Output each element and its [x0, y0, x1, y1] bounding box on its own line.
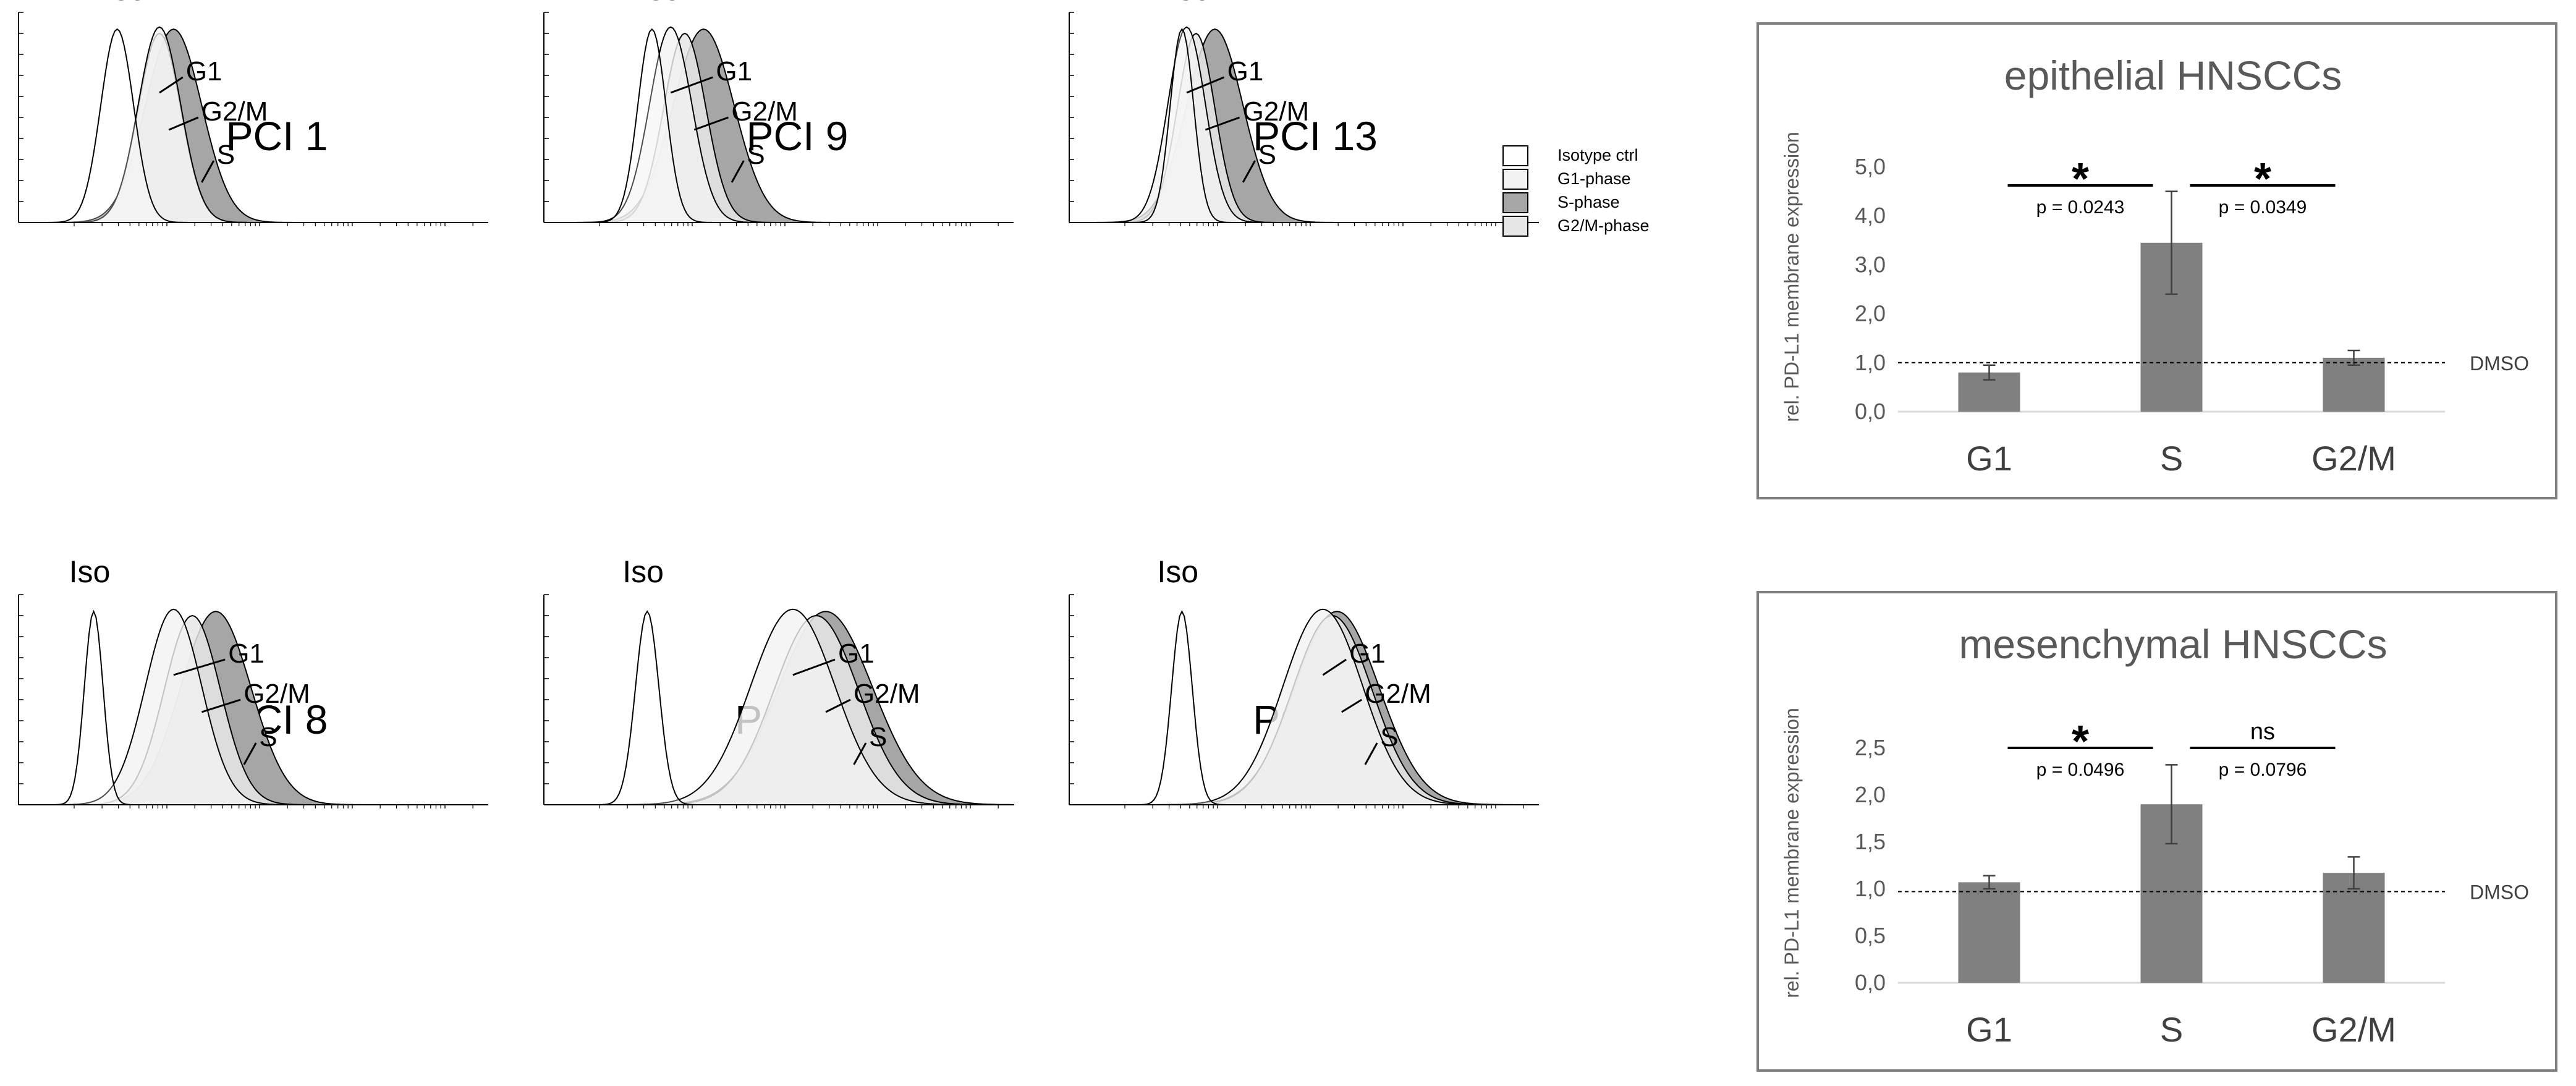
histogram-phase-label: G1: [1349, 638, 1386, 669]
p-value: p = 0.0349: [2219, 197, 2307, 218]
histogram-phase-label: G2/M: [244, 679, 310, 709]
isotype-histogram: [544, 28, 1014, 223]
callout-line: [173, 658, 226, 676]
g1-phase-histogram: [544, 608, 1014, 805]
y-tick-label: 0,5: [1855, 923, 1886, 948]
histogram-phase-label: G1: [716, 56, 752, 87]
callout-line: [731, 160, 745, 183]
g1-phase-histogram: [1069, 608, 1539, 805]
significance-mark: *: [2254, 155, 2271, 204]
callout-line: [201, 160, 215, 183]
iso-label: Iso: [1169, 0, 1211, 7]
callout-line: [792, 658, 836, 676]
y-tick-label: 2,0: [1855, 301, 1886, 326]
histogram-panel: PCI 13 Iso G1 G2/M S: [1069, 0, 1539, 226]
histogram-title: PCI 1: [226, 113, 328, 159]
chart-title: epithelial HNSCCs: [2004, 53, 2342, 98]
p-value: p = 0.0496: [2036, 760, 2125, 780]
isotype-histogram: [1069, 28, 1539, 223]
callout-line: [168, 116, 199, 131]
isotype-histogram: [19, 28, 488, 223]
iso-label: Iso: [69, 554, 111, 589]
histogram-panel: PCI 15IsoG1G2/MS: [543, 554, 1014, 808]
dmso-label: DMSO: [2470, 881, 2529, 904]
callout-line: [201, 698, 241, 713]
bar-panel-mesenchymal: mesenchymal HNSCCs rel. PD-L1 membrane ex…: [1756, 591, 2557, 1072]
iso-label: Iso: [622, 554, 664, 589]
isotype-histogram: [19, 609, 488, 805]
y-tick-label: 2,0: [1855, 782, 1886, 807]
callout-line: [1205, 116, 1240, 131]
histogram-phase-label: S: [217, 140, 235, 170]
histogram-panel: PCI 52IsoG1G2/MS: [1069, 554, 1539, 808]
y-axis-label: rel. PD-L1 membrane expression: [1781, 708, 1803, 998]
p-value: p = 0.0243: [2036, 197, 2125, 218]
callout-line: [825, 698, 851, 713]
x-tick-label: S: [2160, 1010, 2183, 1049]
histogram-phase-label: S: [259, 722, 277, 752]
y-axis-label: rel. PD-L1 membrane expression: [1781, 132, 1803, 422]
callout-line: [1341, 698, 1362, 713]
callout-line: [1186, 76, 1225, 94]
callout-line: [693, 116, 729, 131]
histogram-title: PCI 9: [746, 113, 848, 159]
bar: [1958, 882, 2020, 983]
significance-mark: *: [2072, 717, 2089, 766]
y-tick-label: 1,5: [1855, 829, 1886, 854]
histogram-phase-label: G2/M: [201, 96, 268, 127]
y-tick-label: 2,5: [1855, 735, 1886, 760]
histogram-title: PCI 13: [1253, 113, 1378, 159]
histogram-phase-label: S: [747, 140, 765, 170]
x-tick-label: G1: [1966, 439, 2012, 478]
histogram-phase-label: G1: [1227, 56, 1264, 87]
bar-panel-epithelial: epithelial HNSCCs rel. PD-L1 membrane exp…: [1756, 22, 2557, 499]
histogram-phase-label: G1: [228, 638, 265, 669]
iso-label: Iso: [105, 0, 146, 7]
y-tick-label: 0,0: [1855, 399, 1886, 424]
iso-label: Iso: [1157, 554, 1198, 589]
bar-chart-mesenchymal: mesenchymal HNSCCs rel. PD-L1 membrane ex…: [1781, 621, 2529, 1049]
callout-line: [670, 76, 713, 94]
callout-line: [853, 742, 867, 765]
callout-line: [159, 76, 184, 94]
histogram-phase-label: G2/M: [1243, 96, 1310, 127]
isotype-histogram: [544, 610, 1014, 805]
iso-label: Iso: [640, 0, 681, 7]
y-tick-label: 5,0: [1855, 154, 1886, 179]
histogram-panel: PCI 9 Iso G1 G2/M S: [543, 0, 1014, 226]
x-tick-label: G2/M: [2311, 1010, 2396, 1049]
bar-chart-epithelial: epithelial HNSCCs rel. PD-L1 membrane exp…: [1781, 53, 2529, 478]
y-tick-label: 3,0: [1855, 252, 1886, 277]
significance-mark: *: [2072, 155, 2089, 204]
histogram-phase-label: G1: [186, 56, 222, 87]
callout-line: [243, 742, 257, 765]
significance-mark: ns: [2250, 719, 2275, 745]
y-tick-label: 1,0: [1855, 876, 1886, 901]
histogram-phase-label: G2/M: [731, 96, 798, 127]
histogram-phase-label: G2/M: [1365, 679, 1431, 709]
x-tick-label: G2/M: [2311, 439, 2396, 478]
callout-line: [1242, 160, 1256, 183]
dmso-label: DMSO: [2470, 352, 2529, 375]
callout-line: [1322, 658, 1347, 676]
histogram-phase-label: G2/M: [854, 679, 920, 709]
bar: [2323, 357, 2385, 412]
histogram-phase-label: S: [1258, 140, 1276, 170]
x-tick-label: G1: [1966, 1010, 2012, 1049]
isotype-histogram: [1069, 609, 1539, 805]
callout-line: [1364, 742, 1378, 765]
p-value: p = 0.0796: [2219, 760, 2307, 780]
histogram-panel: PCI 1 Iso G1 G2/M S: [18, 0, 488, 226]
x-tick-label: S: [2160, 439, 2183, 478]
chart-title: mesenchymal HNSCCs: [1959, 621, 2387, 667]
y-tick-label: 4,0: [1855, 203, 1886, 228]
y-tick-label: 1,0: [1855, 350, 1886, 375]
histogram-phase-label: S: [1380, 722, 1398, 752]
y-tick-label: 0,0: [1855, 970, 1886, 995]
histogram-phase-label: G1: [838, 638, 875, 669]
histogram-phase-label: S: [869, 722, 887, 752]
